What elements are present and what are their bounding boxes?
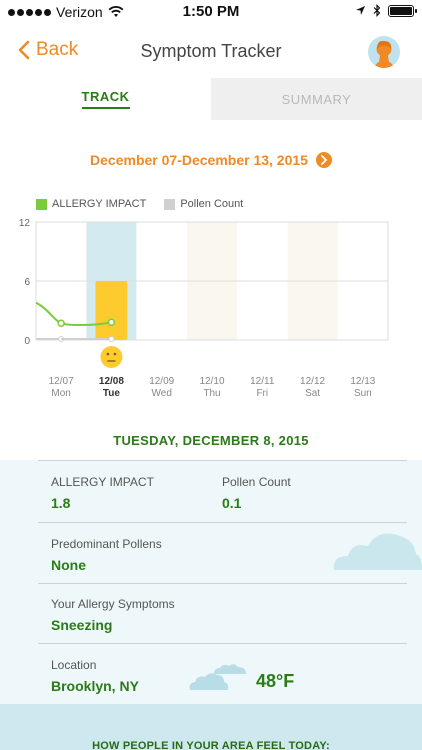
pollens-row: Predominant Pollens None [38, 522, 407, 583]
back-button[interactable]: Back [18, 39, 78, 61]
battery-icon [388, 4, 417, 17]
x-date-label: 12/10 [199, 376, 224, 387]
pollen-count-point [108, 336, 115, 343]
y-tick-label: 12 [19, 218, 31, 229]
y-tick-label: 0 [24, 336, 30, 347]
legend-pollen-count: Pollen Count [164, 198, 243, 210]
tab-track[interactable]: TRACK [0, 78, 211, 120]
pollen-count-label: Pollen Count [222, 475, 291, 489]
location-arrow-icon [356, 6, 365, 15]
pollens-label: Predominant Pollens [51, 537, 162, 551]
status-bar: Verizon 1:50 PM [0, 0, 422, 24]
x-date-label: 12/09 [149, 376, 174, 387]
allergy-impact-point [107, 318, 116, 327]
chart-legend: ALLERGY IMPACT Pollen Count [36, 198, 243, 210]
nav-bar: Back Symptom Tracker [0, 24, 422, 78]
x-day-label: Fri [256, 388, 268, 399]
week-range: December 07-December 13, 2015 [0, 152, 422, 168]
next-week-button[interactable] [315, 152, 332, 168]
bluetooth-icon [373, 4, 381, 17]
community-footer: HOW PEOPLE IN YOUR AREA FEEL TODAY: [0, 704, 422, 750]
tab-bar: TRACK SUMMARY [0, 78, 422, 120]
wifi-icon [108, 6, 124, 17]
day-details: ALLERGY IMPACT 1.8 Pollen Count 0.1 Pred… [0, 460, 422, 704]
x-day-label: Sun [354, 388, 372, 399]
x-day-label: Sat [305, 388, 320, 399]
location-row: Location Brooklyn, NY 48°F [38, 643, 407, 704]
face-eye [113, 352, 117, 356]
week-range-label: December 07-December 13, 2015 [90, 152, 308, 168]
neutral-face-icon [100, 346, 123, 368]
status-time: 1:50 PM [182, 3, 240, 20]
symptoms-row[interactable]: Your Allergy Symptoms Sneezing [38, 583, 407, 643]
back-label: Back [36, 39, 79, 60]
tab-track-label: TRACK [81, 89, 130, 109]
page-title: Symptom Tracker [140, 41, 282, 61]
selected-date-header: TUESDAY, DECEMBER 8, 2015 [113, 433, 309, 448]
tab-summary-label: SUMMARY [281, 91, 352, 107]
signal-strength-icon [8, 8, 51, 16]
symptoms-value: Sneezing [51, 617, 113, 633]
carrier-name: Verizon [56, 4, 103, 20]
location-label: Location [51, 658, 97, 672]
legend-allergy-impact: ALLERGY IMPACT [36, 198, 146, 210]
person-silhouette-icon [374, 40, 394, 68]
face-circle [100, 346, 123, 368]
x-date-label: 12/08 [99, 376, 124, 387]
location-value: Brooklyn, NY [51, 678, 139, 694]
symptoms-label: Your Allergy Symptoms [51, 597, 175, 611]
chevron-right-icon [321, 155, 328, 165]
allergy-impact-value: 1.8 [51, 495, 71, 511]
y-tick-label: 6 [24, 277, 30, 288]
legend-swatch-gray [164, 198, 176, 210]
x-date-label: 12/11 [250, 376, 275, 387]
x-day-label: Wed [152, 388, 172, 399]
tab-summary[interactable]: SUMMARY [211, 78, 422, 120]
x-day-label: Mon [51, 388, 70, 399]
pollens-value: None [51, 557, 86, 573]
x-day-label: Thu [203, 388, 220, 399]
face-eye [106, 352, 110, 356]
cloud-illustration [333, 533, 422, 570]
impact-pollen-row: ALLERGY IMPACT 1.8 Pollen Count 0.1 [38, 460, 407, 522]
temperature-value: 48°F [256, 671, 295, 691]
profile-avatar[interactable] [368, 36, 400, 68]
allergy-bar [95, 281, 128, 340]
x-day-label: Tue [103, 388, 120, 399]
legend-pollen-label: Pollen Count [180, 198, 244, 210]
allergy-impact-label: ALLERGY IMPACT [51, 475, 154, 489]
x-date-label: 12/12 [300, 376, 325, 387]
x-date-label: 12/07 [49, 376, 74, 387]
allergy-impact-point [57, 319, 65, 328]
chevron-left-icon [18, 40, 30, 60]
cloudy-weather-icon [189, 664, 246, 690]
pollen-count-value: 0.1 [222, 495, 242, 511]
legend-allergy-label: ALLERGY IMPACT [52, 198, 147, 210]
x-date-label: 12/13 [350, 376, 375, 387]
legend-swatch-green [36, 198, 47, 210]
community-footer-text: HOW PEOPLE IN YOUR AREA FEEL TODAY: [92, 740, 330, 750]
